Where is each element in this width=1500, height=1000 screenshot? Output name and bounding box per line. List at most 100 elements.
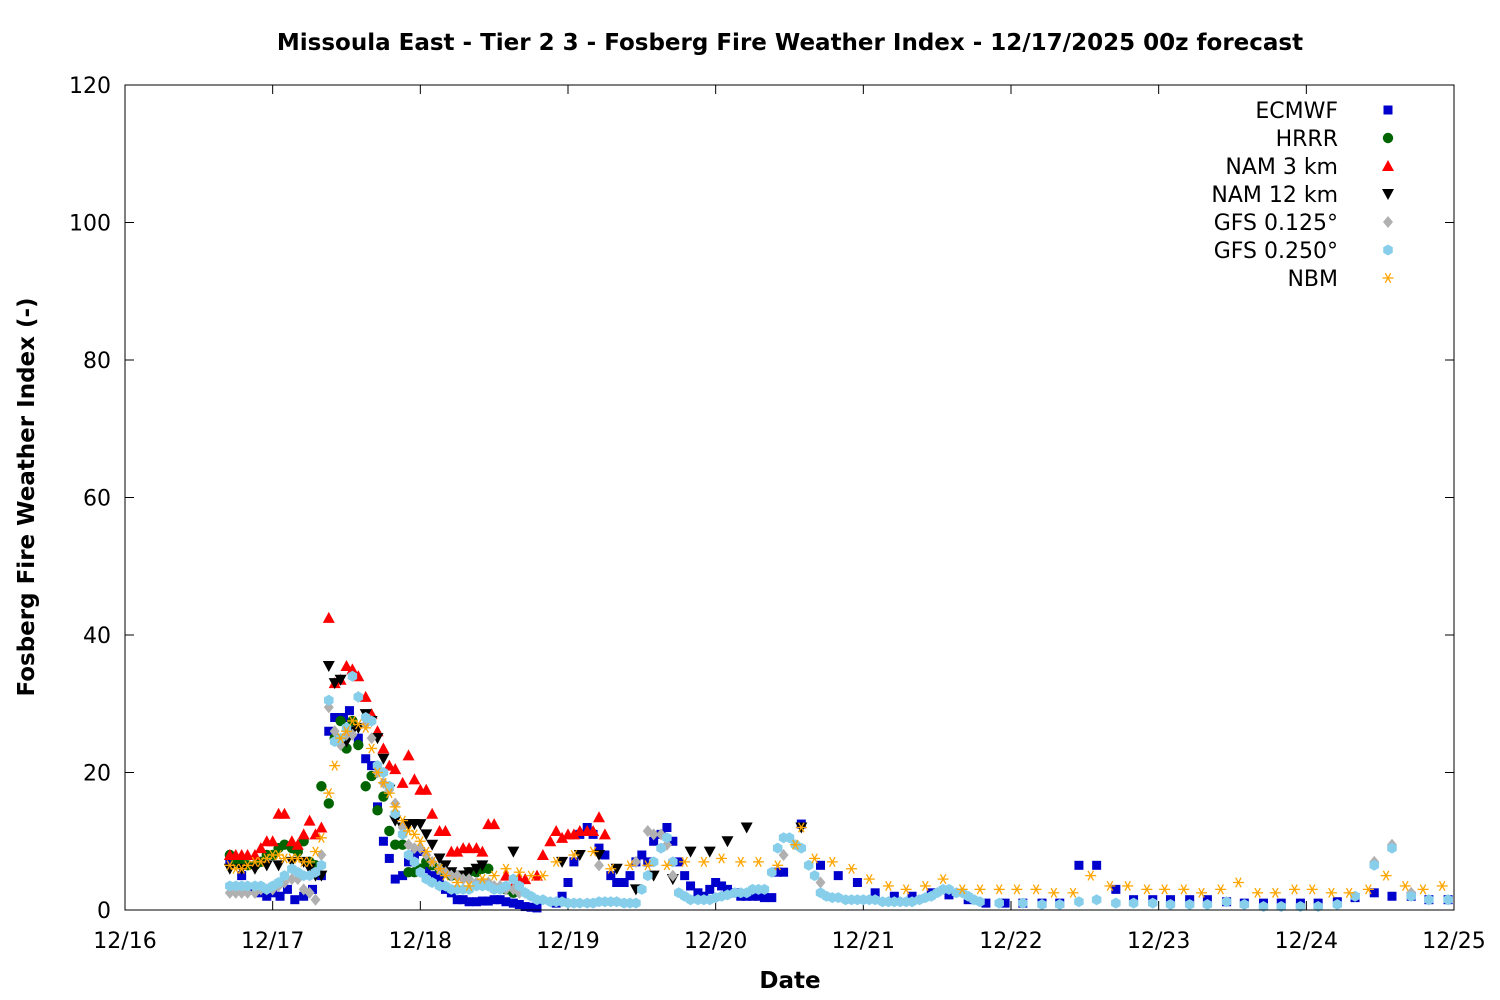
data-point [919,880,931,892]
legend-label: NAM 3 km [1225,155,1338,180]
data-point [282,884,292,894]
data-point [1406,890,1416,902]
x-tick-label: 12/18 [389,929,452,954]
data-point [421,864,431,874]
data-point [1122,880,1134,892]
data-point [366,715,377,727]
data-point [397,815,409,826]
data-point [619,878,629,887]
data-point [753,891,763,901]
data-point [703,846,716,858]
data-point [773,867,783,877]
data-point [409,842,420,855]
data-point [748,891,758,901]
data-point [390,839,401,850]
data-point [556,856,569,868]
data-point [594,859,605,872]
data-point [611,896,622,908]
data-point [870,894,880,906]
data-point [366,732,377,745]
data-point [273,877,284,888]
data-point [435,874,445,884]
data-point [1362,884,1374,895]
data-point [717,881,727,891]
data-point [488,818,501,830]
data-point [414,819,427,831]
data-point [1074,896,1084,908]
data-point [684,846,697,858]
y-tick-label: 0 [97,899,111,924]
data-point [1387,891,1397,901]
data-point [1387,842,1397,854]
data-point [974,884,986,895]
x-tick-label: 12/22 [979,929,1042,954]
data-point [795,822,807,833]
data-point [1037,899,1047,910]
data-point [1417,884,1429,895]
data-point [476,873,488,885]
data-point [1184,899,1195,910]
data-point [476,860,489,872]
data-point [323,798,334,809]
data-point [642,870,653,882]
data-point [1074,860,1084,870]
data-point [1195,887,1207,898]
data-point [330,713,340,722]
data-point [587,824,600,836]
data-point [488,870,500,881]
data-point [668,836,678,846]
data-point [568,849,580,861]
data-point [341,726,352,737]
data-point [772,842,783,854]
data-point [1054,899,1065,910]
data-point [433,853,446,865]
data-point [1436,880,1448,892]
data-point [870,888,880,898]
data-point [721,836,734,848]
data-point [310,866,321,878]
data-point [1289,884,1301,895]
chart-title: Missoula East - Tier 2 3 - Fosberg Fire … [277,30,1303,56]
data-point [1269,887,1281,898]
data-point [403,849,414,861]
data-point [278,807,291,819]
data-point [427,871,437,881]
data-point [1221,896,1232,908]
data-point [648,856,659,868]
data-point [537,870,549,881]
data-point [451,877,463,888]
data-point [409,850,419,860]
data-point [593,850,606,861]
x-tick-label: 12/21 [832,929,895,954]
data-point [426,856,438,867]
data-point [335,715,346,727]
data-point [722,889,733,901]
data-point [1111,897,1121,909]
data-point [815,876,826,889]
data-point [569,857,579,867]
data-point [390,874,400,884]
data-point [501,897,511,907]
x-tick-label: 12/20 [684,929,747,954]
data-point [1258,901,1269,913]
data-point [606,871,616,881]
data-point [237,871,247,881]
data-point [944,883,954,895]
data-point [476,845,489,857]
data-point [323,788,335,799]
data-point [347,670,358,682]
data-point [458,895,468,905]
data-point [408,829,420,840]
data-point [384,825,395,837]
series-nbm [224,715,1448,898]
data-point [409,856,420,868]
y-tick-label: 60 [83,487,111,512]
data-point [1011,884,1023,895]
data-point [662,832,672,844]
data-point [322,660,335,672]
data-point [1215,884,1227,895]
data-point [329,725,340,738]
data-point [1350,890,1360,902]
data-point [426,807,439,819]
